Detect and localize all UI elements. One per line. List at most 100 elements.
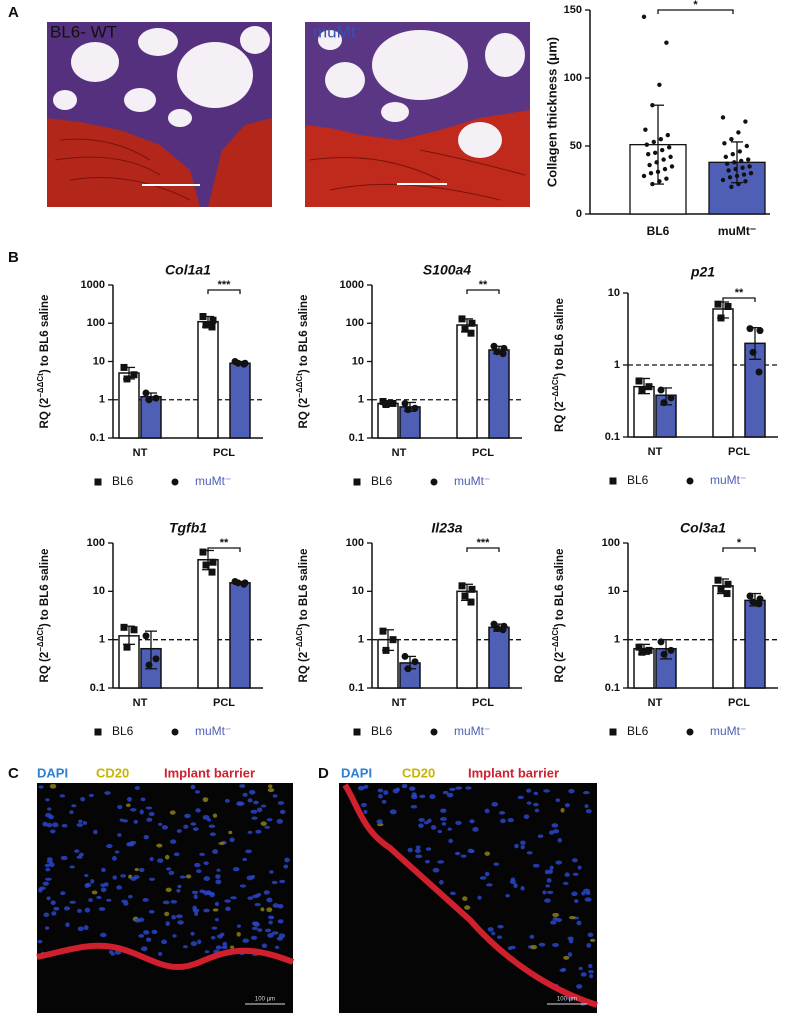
nucleus — [69, 900, 77, 904]
micrograph-label: muMt⁻ — [313, 22, 364, 41]
y-axis-label-part: −ΔΔCt — [295, 627, 304, 652]
chart: 0.1 1 10 100 Tgfb1 RQ (2−ΔΔCt) to BL6 saline N… — [36, 520, 263, 738]
y-tick-label: 100 — [346, 317, 364, 329]
nucleus — [38, 785, 44, 789]
data-point — [723, 590, 731, 598]
chart-title: S100a4 — [423, 262, 471, 278]
nucleus — [139, 867, 145, 873]
nucleus — [224, 899, 231, 903]
data-point — [667, 394, 675, 402]
nucleus — [260, 804, 267, 808]
nucleus — [560, 807, 565, 813]
nucleus — [363, 784, 369, 789]
nuclei — [357, 783, 596, 1006]
x-tick-label: BL6 — [647, 224, 670, 238]
data-point — [724, 302, 732, 310]
y-tick-label: 1 — [99, 634, 105, 646]
nucleus — [552, 912, 560, 917]
nucleus — [437, 830, 442, 834]
data-point — [725, 161, 730, 166]
nucleus — [448, 838, 454, 844]
x-tick-label: muMt⁻ — [718, 224, 756, 238]
nucleus — [589, 938, 596, 942]
nucleus — [562, 881, 569, 885]
data-point — [130, 371, 138, 379]
legend-text: CD20 — [402, 765, 435, 780]
x-tick-label: NT — [133, 447, 148, 459]
nucleus — [166, 867, 172, 871]
nucleus — [419, 794, 426, 799]
data-point — [755, 600, 763, 608]
data-point — [208, 568, 216, 576]
nucleus — [477, 895, 482, 900]
nucleus — [361, 802, 367, 807]
chart-title: Col3a1 — [680, 520, 726, 536]
nucleus — [546, 878, 552, 883]
nucleus — [237, 801, 245, 806]
nucleus — [266, 907, 273, 913]
data-point — [382, 646, 390, 654]
data-point — [657, 82, 662, 88]
nucleus — [432, 867, 440, 873]
nucleus — [176, 829, 182, 833]
nucleus — [126, 842, 131, 847]
significance-label: * — [737, 537, 742, 549]
nucleus — [111, 855, 117, 861]
data-point — [724, 580, 732, 588]
data-point — [499, 626, 507, 634]
nucleus — [513, 883, 518, 889]
nucleus — [572, 872, 579, 876]
y-axis-label-part: −ΔΔCt — [551, 376, 560, 401]
nucleus — [42, 881, 50, 886]
y-axis-label-part: −ΔΔCt — [36, 627, 45, 652]
y-tick-label: 0.1 — [90, 432, 105, 444]
nucleus — [533, 802, 539, 807]
nucleus — [381, 800, 387, 804]
bar — [488, 349, 510, 439]
nucleus — [194, 862, 201, 868]
nucleus — [203, 861, 209, 866]
data-point — [720, 177, 726, 183]
nucleus — [275, 945, 280, 949]
data-point — [171, 728, 179, 736]
data-point — [667, 145, 672, 150]
nucleus — [580, 972, 587, 977]
nucleus — [84, 874, 89, 878]
nucleus — [427, 818, 432, 823]
x-tick-label: NT — [133, 697, 148, 709]
nucleus — [172, 934, 177, 938]
data-point — [714, 576, 722, 584]
significance-bracket — [466, 289, 500, 294]
data-point — [379, 627, 387, 635]
nucleus — [114, 850, 120, 854]
nucleus — [277, 919, 284, 924]
nucleus — [509, 945, 516, 950]
nucleus — [229, 837, 235, 843]
nucleus — [498, 811, 506, 815]
nucleus — [283, 864, 289, 869]
legend-text: DAPI — [37, 765, 68, 780]
nucleus — [267, 915, 275, 920]
data-point — [208, 323, 216, 331]
y-tick-label: 0.1 — [349, 432, 364, 444]
nucleus — [65, 922, 70, 928]
bar — [456, 324, 478, 439]
nucleus — [526, 801, 532, 805]
nucleus — [49, 862, 55, 868]
nucleus — [165, 921, 170, 926]
chart-title: Tgfb1 — [169, 520, 207, 536]
nuclei — [37, 783, 290, 957]
nucleus — [484, 808, 490, 814]
nucleus — [228, 830, 233, 835]
significance-bracket — [207, 289, 241, 294]
nucleus — [83, 925, 89, 931]
data-point — [609, 728, 617, 736]
data-point — [756, 327, 764, 335]
nucleus — [236, 924, 241, 928]
nucleus — [225, 906, 231, 911]
legend-text: Implant barrier — [164, 765, 255, 780]
data-point — [145, 396, 153, 404]
data-point — [94, 728, 102, 736]
nucleus — [455, 820, 462, 826]
nucleus — [467, 848, 474, 854]
